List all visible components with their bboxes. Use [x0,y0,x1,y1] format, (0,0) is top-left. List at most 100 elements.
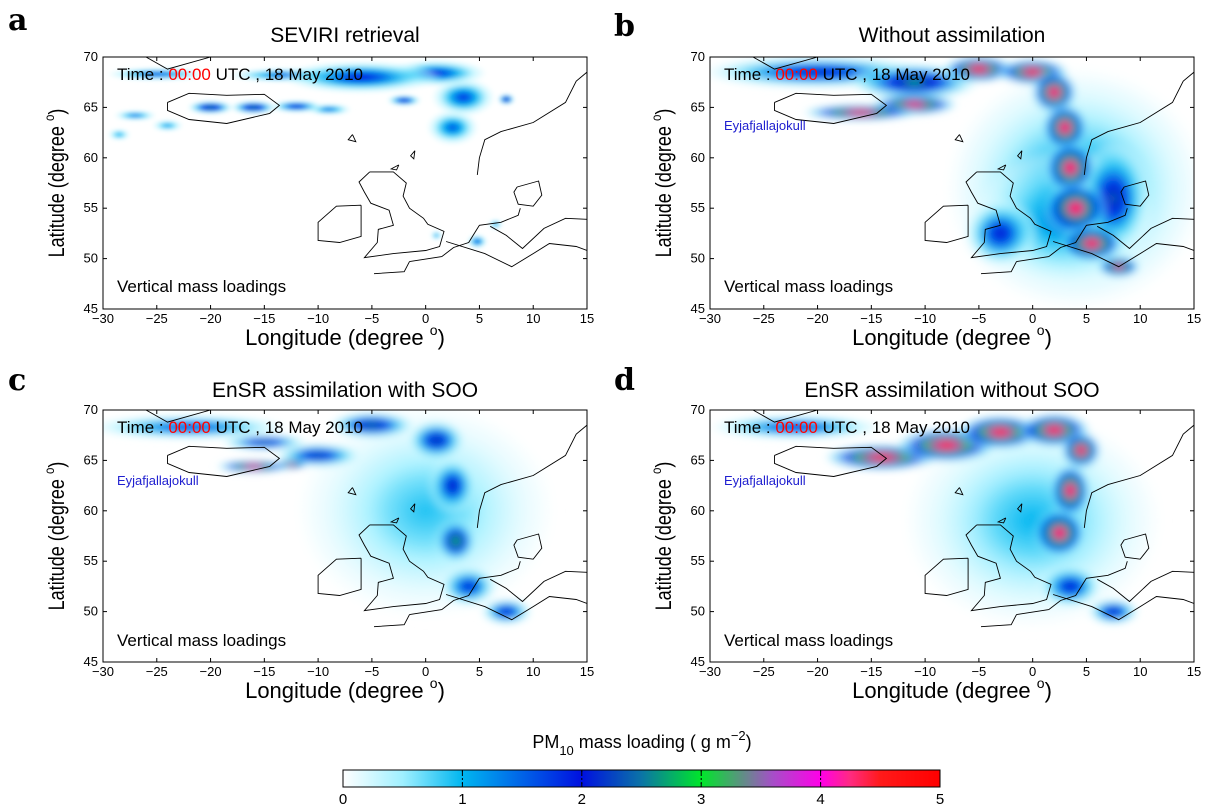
ash-plume-blob [430,77,497,118]
x-tick-label: 10 [1133,311,1147,326]
ash-plume-blob [1086,597,1141,626]
ash-plume-blob [107,128,132,141]
y-tick-label: 65 [691,452,705,467]
ash-plume-blob [104,67,210,81]
x-tick-label: 5 [1083,664,1090,679]
vertical-mass-note: Vertical mass loadings [117,631,286,650]
y-tick-label: 45 [691,654,705,669]
y-tick-label: 70 [84,402,98,417]
ash-plume-blob [1032,507,1087,559]
plot-frame [709,56,1195,310]
coastline [347,487,357,496]
x-tick-label: −15 [253,664,275,679]
colorbar-tick-label: 3 [697,791,705,808]
ash-plume-blob [386,94,423,106]
x-tick-label: −20 [200,311,222,326]
coastline [476,424,587,528]
coastline [489,217,587,250]
x-tick-label: −30 [92,311,114,326]
x-tick-label: 0 [422,664,429,679]
x-tick-label: −20 [807,311,829,326]
y-axis-label: Latitude (degree o) [648,109,677,258]
ash-plume-blob [425,109,480,146]
coastline [167,92,281,124]
y-tick-label: 55 [84,553,98,568]
x-tick-label: −15 [253,311,275,326]
colorbar-tick-label: 2 [578,791,586,808]
volcano-label: Eyjafjallajokull [117,473,199,488]
x-axis-label: Longitude (degree o) [245,322,445,350]
y-tick-label: 65 [691,99,705,114]
coastline [965,171,1052,259]
coastline [996,164,1007,171]
panel-title: EnSR assimilation with SOO [212,379,478,402]
y-tick-label: 55 [691,200,705,215]
time-stamp: Time : 00:00 UTC , 18 May 2010 [724,65,970,84]
coastlines [752,57,1194,275]
x-tick-label: 0 [1029,664,1036,679]
panel-d: EnSR assimilation without SOO Time : 00:… [648,379,1201,703]
x-tick-label: 5 [476,311,483,326]
ash-plume-blob [112,110,158,121]
panel-letter-b: b [614,9,635,44]
x-tick-label: 0 [1029,311,1036,326]
ash-plume-blob [326,411,418,440]
x-tick-label: −10 [307,311,329,326]
coastline [1120,180,1150,207]
y-tick-label: 70 [691,49,705,64]
y-tick-label: 60 [84,150,98,165]
coastline [774,92,888,124]
coastline [145,57,211,70]
coastline [358,524,445,612]
coastline [1052,241,1194,268]
panel-c: EnSR assimilation with SOO Time : 00:00 … [41,379,594,703]
colorbar-label: PM10 mass loading ( g m−2) [532,728,751,758]
colorbar-tick-label: 0 [339,791,347,808]
coastline [980,261,1017,275]
ash-plume-blob [800,103,921,121]
panel-title: SEVIRI retrieval [270,24,419,47]
panel-letter-a: a [8,3,27,38]
x-tick-label: 5 [476,664,483,679]
panel-letter-d: d [614,363,635,398]
coastlines [145,57,587,275]
coastline [409,208,521,263]
volcano-label: Eyjafjallajokull [724,118,806,133]
concentration-field [710,410,1169,634]
x-tick-label: 10 [526,664,540,679]
y-tick-label: 60 [691,503,705,518]
y-tick-label: 70 [84,49,98,64]
coastlines [752,410,1194,628]
ash-plume-blob [1042,179,1109,237]
x-tick-label: 5 [1083,311,1090,326]
y-tick-label: 45 [84,654,98,669]
y-tick-label: 45 [691,301,705,316]
ash-plume-blob [710,414,887,440]
plot-frame [102,56,588,310]
vertical-mass-note: Vertical mass loadings [724,631,893,650]
x-tick-label: −25 [146,311,168,326]
volcano-label: Eyjafjallajokull [724,473,806,488]
x-axis-label: Longitude (degree o) [852,322,1052,350]
ash-plume-blob [430,231,443,240]
coastline [317,204,362,243]
coastline [409,503,416,513]
concentration-field [103,410,562,626]
y-tick-label: 60 [84,503,98,518]
coastline [1016,503,1023,513]
coastline [317,557,362,596]
x-tick-label: 10 [1133,664,1147,679]
x-axis-label: Longitude (degree o) [245,675,445,703]
ash-plume-blob [406,419,467,462]
x-tick-label: 15 [1187,664,1201,679]
coastline [1052,594,1194,621]
coastline [445,594,587,621]
coastline [409,561,521,616]
x-tick-label: −5 [971,664,986,679]
ash-plume-blob [150,119,185,132]
plot-frame [102,409,588,663]
colorbar-tick-label: 1 [458,791,466,808]
x-tick-label: 15 [580,311,594,326]
coastline [1016,561,1128,616]
x-tick-label: −25 [753,664,775,679]
